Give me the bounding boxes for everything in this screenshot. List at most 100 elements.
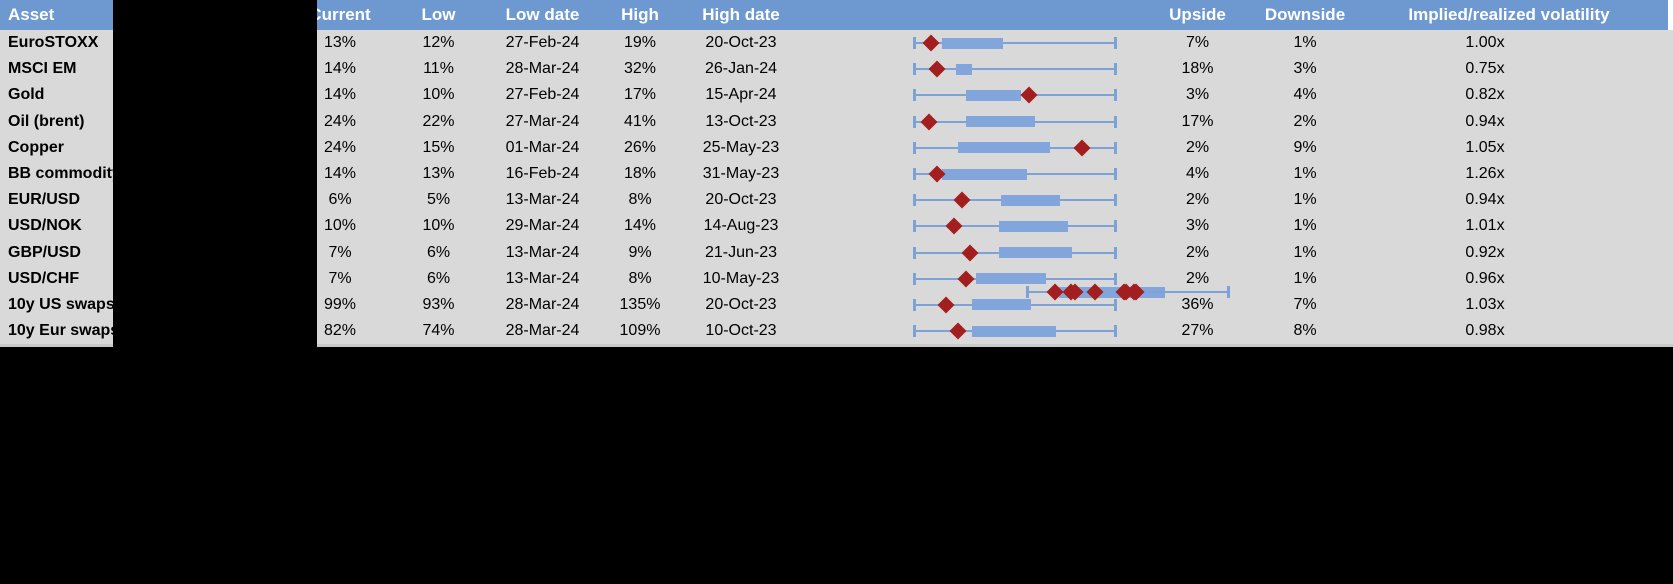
low-value: 22% (422, 112, 455, 130)
high-date: 31-May-23 (702, 165, 780, 183)
low-value: 10% (422, 86, 455, 104)
whisker-cap-right (1114, 246, 1117, 259)
implied-realized-ratio: 0.96x (1465, 269, 1505, 287)
boxplot-canvas (913, 266, 1117, 292)
high-date: 21-Jun-23 (704, 243, 778, 261)
empty-cell (1378, 0, 1458, 584)
hidden-row (113, 0, 1230, 584)
current-value: 14% (323, 60, 357, 78)
range-box (941, 168, 1028, 180)
header-edge-strip (1668, 0, 1673, 30)
asset-name: Gold (8, 86, 45, 104)
col-header-asset: Asset (8, 5, 55, 24)
high-value: 8% (628, 269, 652, 287)
implied-realized-ratio: 0.94x (1465, 112, 1505, 130)
range-boxplot (800, 30, 1130, 56)
low-value: 6% (426, 269, 451, 287)
high-date: 10-May-23 (702, 269, 780, 287)
whisker-line (913, 68, 1117, 71)
asset-name: EUR/USD (8, 191, 81, 209)
whisker-cap-right (1227, 286, 1230, 298)
whisker-cap-right (1114, 194, 1117, 207)
whisker-cap-right (1114, 63, 1117, 76)
upside-value: 2% (1185, 243, 1210, 261)
current-value: 14% (323, 86, 357, 104)
downside-value: 2% (1293, 112, 1317, 130)
whisker-cap-left (913, 220, 916, 233)
col-header-current: Current (309, 5, 371, 24)
range-boxplot (800, 213, 1130, 239)
downside-value: 4% (1293, 86, 1317, 104)
range-box (1000, 194, 1060, 206)
low-value: 93% (422, 295, 455, 313)
low-date: 13-Mar-24 (505, 191, 580, 209)
high-date: 26-Jan-24 (704, 60, 778, 78)
upside-value: 2% (1185, 138, 1210, 156)
current-value: 14% (323, 165, 357, 183)
low-value: 5% (426, 191, 451, 209)
high-value: 8% (628, 191, 652, 209)
range-box (941, 37, 1003, 49)
downside-value: 1% (1293, 243, 1317, 261)
whisker-cap-right (1114, 272, 1117, 285)
upside-value: 4% (1185, 165, 1210, 183)
range-box (957, 142, 1050, 154)
current-value: 7% (328, 269, 352, 287)
range-box (972, 299, 1032, 311)
asset-name: USD/CHF (8, 269, 80, 287)
high-value: 9% (628, 243, 652, 261)
empty-cell (795, 0, 913, 584)
boxplot-canvas (1026, 0, 1230, 584)
low-date: 27-Feb-24 (505, 86, 580, 104)
high-value: 14% (623, 217, 657, 235)
low-value: 11% (423, 60, 454, 78)
high-value: 17% (623, 86, 657, 104)
range-boxplot (800, 240, 1130, 266)
high-date: 13-Oct-23 (705, 112, 777, 130)
whisker-cap-left (913, 89, 916, 102)
low-date: 01-Mar-24 (505, 138, 580, 156)
current-value: 6% (328, 191, 352, 209)
downside-value: 3% (1293, 60, 1317, 78)
low-value: 74% (422, 322, 455, 340)
implied-realized-ratio: 0.82x (1465, 86, 1505, 104)
current-value: 99% (323, 295, 357, 313)
asset-name: Copper (8, 138, 64, 156)
downside-value: 8% (1293, 322, 1317, 340)
asset-name: Oil (brent) (8, 112, 85, 130)
col-header-low-date: Low date (505, 5, 580, 24)
boxplot-canvas (913, 56, 1117, 82)
empty-cell (600, 0, 711, 584)
range-boxplot (800, 187, 1130, 213)
range-box (976, 273, 1046, 285)
boxplot-canvas (913, 135, 1117, 161)
whisker-cap-right (1114, 325, 1117, 338)
asset-name: EuroSTOXX (8, 34, 99, 52)
low-value: 12% (422, 34, 455, 52)
current-value: 7% (328, 243, 352, 261)
range-boxplot (800, 266, 1130, 292)
range-boxplot (800, 109, 1130, 135)
whisker-cap-right (1114, 37, 1117, 50)
low-value: 10% (422, 217, 455, 235)
high-date: 20-Oct-23 (705, 191, 777, 209)
bottom-gridline (0, 344, 1673, 348)
implied-realized-ratio: 1.01x (1465, 217, 1505, 235)
boxplot-canvas (913, 109, 1117, 135)
upside-value: 3% (1185, 217, 1210, 235)
upside-value: 2% (1185, 191, 1210, 209)
low-date: 29-Mar-24 (505, 217, 580, 235)
empty-cell (403, 0, 503, 584)
boxplot-canvas (913, 161, 1117, 187)
whisker-cap-right (1114, 141, 1117, 154)
implied-realized-ratio: 0.94x (1465, 191, 1505, 209)
whisker-cap-left (913, 194, 916, 207)
whisker-cap-right (1114, 168, 1117, 181)
range-box (966, 116, 1036, 128)
high-date: 20-Oct-23 (705, 295, 777, 313)
high-date: 14-Aug-23 (703, 217, 779, 235)
implied-realized-ratio: 1.03x (1465, 295, 1505, 313)
upside-value: 36% (1181, 295, 1214, 313)
upside-value: 3% (1185, 86, 1210, 104)
